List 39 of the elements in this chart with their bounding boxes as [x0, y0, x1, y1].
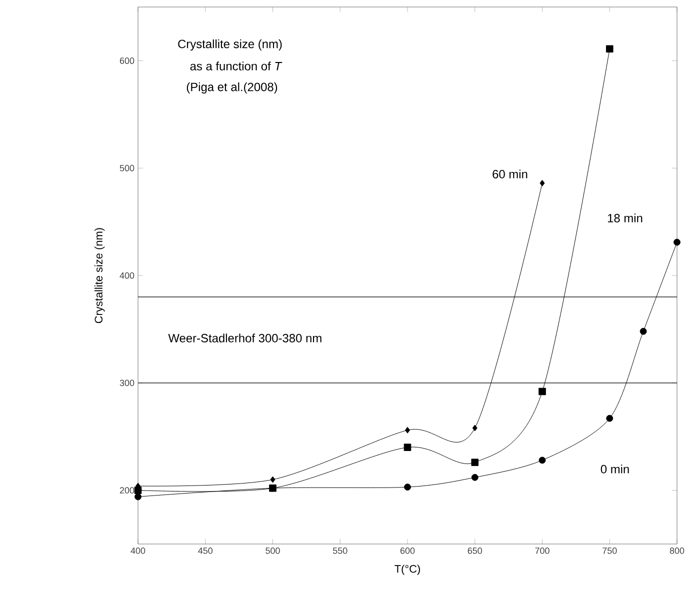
series-label: 60 min	[492, 170, 528, 178]
point	[270, 476, 276, 483]
x-tick-label: 800	[670, 548, 684, 554]
point	[674, 238, 680, 246]
annotation: Crystallite size (nm)	[178, 39, 282, 51]
point	[538, 388, 546, 396]
point	[134, 493, 142, 500]
point	[640, 328, 647, 335]
y-tick-label: 600	[120, 58, 134, 64]
point	[471, 458, 479, 466]
x-tick-label: 500	[266, 548, 280, 554]
text: 18 min	[608, 214, 642, 222]
point	[606, 414, 614, 422]
y-tick-label: 500	[120, 164, 134, 172]
y-axis-title: Crystallite size (nm)	[94, 228, 105, 324]
x-tick-label: 650	[468, 548, 482, 554]
annotation: as a function of T	[190, 62, 282, 70]
y-tick-label: 400	[120, 272, 134, 279]
text: 0 min	[600, 464, 629, 474]
point	[538, 456, 546, 464]
point	[606, 45, 614, 53]
annotation: Weer-Stadlerhof 300-380 nm	[168, 334, 322, 342]
point	[404, 484, 411, 491]
point	[405, 426, 410, 434]
x-tick-label: 450	[198, 548, 213, 554]
x-tick-label: 400	[130, 548, 146, 554]
point	[404, 444, 412, 451]
point	[471, 474, 478, 481]
y-tick-label: 200	[120, 487, 134, 494]
point	[472, 424, 478, 432]
point	[269, 484, 276, 492]
x-tick-label: 750	[602, 548, 617, 554]
y-tick-label: 300	[120, 380, 134, 386]
x-tick-label: 600	[400, 548, 415, 554]
x-tick-label: 550	[333, 548, 348, 554]
x-tick-label: 700	[535, 548, 550, 554]
point	[540, 180, 545, 186]
annotation: (Piga et al.(2008)	[186, 82, 278, 94]
x-axis-title: T(°C)	[394, 564, 420, 575]
